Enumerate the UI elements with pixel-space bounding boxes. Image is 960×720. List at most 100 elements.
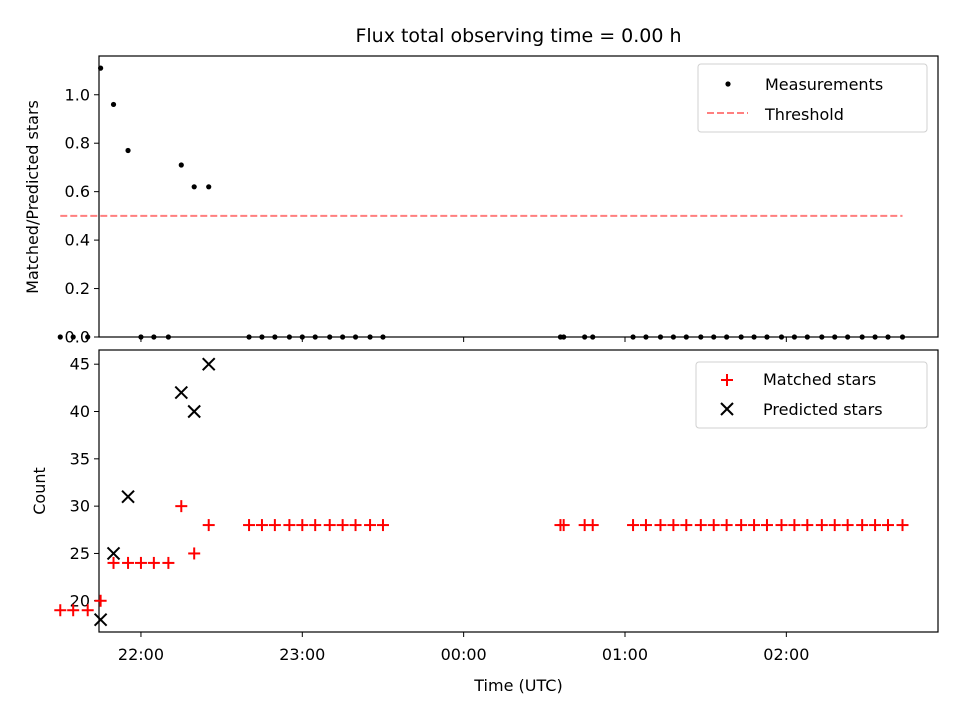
matched-point: [881, 519, 894, 532]
predicted-legend-marker: [720, 402, 734, 416]
count-marks: [54, 357, 909, 627]
threshold-legend-label: Threshold: [764, 105, 844, 124]
measurement-point: [698, 334, 704, 340]
matched-point: [654, 519, 667, 532]
measurement-point: [711, 334, 717, 340]
measurement-point: [165, 334, 171, 340]
measurement-point: [299, 334, 305, 340]
matched-point: [364, 519, 377, 532]
count-y-tick-label: 40: [70, 402, 90, 421]
measurement-point: [272, 334, 278, 340]
measurement-point: [751, 334, 757, 340]
matched-point: [748, 519, 761, 532]
measurement-point: [643, 334, 649, 340]
count-y-tick-label: 30: [70, 497, 90, 516]
measurement-point: [670, 334, 676, 340]
matched-point: [841, 519, 854, 532]
ratio-y-ticks: 0.0 0.2 0.4 0.6 0.8 1.0: [65, 85, 99, 347]
predicted-point: [106, 546, 121, 561]
measurement-point: [57, 334, 63, 340]
measurement-point: [778, 334, 785, 340]
count-legend-box: [695, 361, 928, 429]
ratio-y-tick-label: 0.0: [65, 328, 90, 347]
predicted-point: [202, 357, 216, 371]
matched-point: [801, 519, 814, 532]
count-y-axis-label: Count: [30, 467, 49, 515]
matched-point: [788, 519, 801, 532]
matched-point: [667, 519, 680, 532]
predicted-point: [174, 385, 188, 400]
ratio-y-axis-label: Matched/Predicted stars: [23, 100, 42, 294]
predicted-point: [93, 612, 108, 627]
measurement-point: [340, 334, 346, 340]
measurement-point: [191, 184, 197, 190]
measurement-point: [582, 334, 588, 340]
x-tick-label: 23:00: [279, 645, 325, 664]
measurement-point: [70, 334, 76, 340]
measurements-legend-marker: [725, 81, 731, 87]
measurement-point: [110, 101, 117, 108]
matched-legend-marker: [721, 374, 733, 386]
matched-point: [815, 519, 828, 532]
matched-point: [134, 556, 147, 569]
measurement-point: [819, 334, 825, 340]
matched-point: [775, 519, 788, 532]
matched-point: [735, 519, 748, 532]
matched-point: [760, 519, 773, 532]
matched-point: [162, 556, 175, 569]
measurement-point: [872, 334, 878, 340]
measurement-point: [561, 334, 567, 340]
matched-point: [586, 519, 599, 532]
measurement-point: [657, 334, 664, 340]
ratio-y-tick-label: 1.0: [65, 85, 90, 104]
x-tick-label: 22:00: [118, 645, 164, 664]
measurement-point: [845, 334, 851, 340]
measurement-point: [286, 334, 292, 340]
matched-point: [639, 519, 652, 532]
x-axis-label: Time (UTC): [473, 676, 562, 695]
matched-point: [309, 519, 322, 532]
matched-point: [720, 519, 733, 532]
matched-point: [376, 519, 389, 532]
predicted-point: [187, 404, 201, 419]
matched-point: [680, 519, 693, 532]
matched-point: [336, 519, 349, 532]
matched-point: [869, 519, 882, 532]
x-tick-label: 00:00: [441, 645, 487, 664]
chart-title: Flux total observing time = 0.00 h: [355, 25, 681, 47]
measurement-point: [85, 334, 91, 340]
count-y-tick-label: 45: [70, 355, 90, 374]
matched-point: [296, 519, 309, 532]
matched-point: [255, 519, 268, 532]
measurement-point: [206, 184, 212, 190]
matched-point: [54, 604, 67, 617]
ratio-y-tick-label: 0.4: [65, 231, 90, 250]
ratio-y-tick-label: 0.2: [65, 279, 90, 298]
measurement-point: [764, 334, 770, 340]
measurement-point: [380, 334, 386, 340]
ratio-x-ticks: [140, 337, 787, 342]
matched-point: [557, 519, 570, 532]
measurement-point: [804, 334, 810, 340]
matched-point: [67, 604, 80, 617]
ratio-legend: Measurements Threshold: [697, 63, 928, 133]
measurement-point: [138, 334, 144, 340]
measurements-legend-label: Measurements: [765, 75, 883, 94]
ratio-y-tick-label: 0.8: [65, 134, 90, 153]
matched-point: [94, 594, 107, 607]
measurement-point: [98, 65, 104, 71]
matched-point: [243, 519, 256, 532]
measurement-point: [246, 334, 252, 340]
measurement-point: [683, 334, 689, 340]
count-y-ticks: 20 25 30 35 40 45: [70, 355, 99, 610]
matched-point: [283, 519, 296, 532]
matched-point: [323, 519, 336, 532]
matched-point: [147, 556, 160, 569]
measurement-point: [259, 334, 265, 340]
measurement-point: [151, 334, 157, 340]
count-plot-frame: [98, 349, 939, 633]
measurement-point: [367, 334, 373, 340]
measurement-point: [590, 334, 596, 340]
matched-point: [349, 519, 362, 532]
